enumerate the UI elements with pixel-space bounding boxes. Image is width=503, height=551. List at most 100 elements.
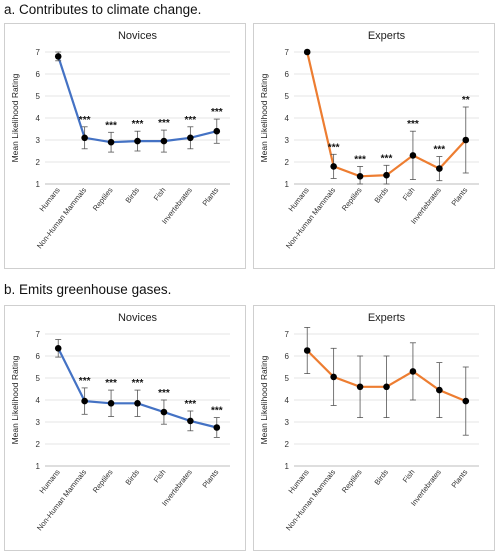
chart-title: Experts — [368, 312, 406, 324]
data-point — [81, 397, 88, 405]
data-point — [330, 373, 337, 381]
data-point — [107, 400, 115, 407]
x-tick-label: Plants — [200, 468, 220, 490]
y-axis-label: Mean Likelihood Rating — [259, 73, 269, 162]
chart-panel-a-experts: Experts Mean Likelihood Rating 1 2 3 4 5 6 7 Huma… — [253, 23, 495, 269]
data-point — [462, 136, 470, 144]
x-tick-label: Non-Human Mammals — [35, 468, 88, 533]
y-tick-label: 1 — [36, 462, 41, 471]
data-point — [107, 138, 115, 146]
x-tick-label: Plants — [200, 186, 220, 208]
significance-label: ** — [462, 95, 470, 106]
y-tick-label: 3 — [285, 418, 290, 427]
y-tick-label: 3 — [36, 136, 41, 145]
chart-b-novices: Novices Mean Likelihood Rating 1 2 3 4 5 6 7 Huma… — [10, 312, 230, 533]
data-point — [383, 171, 390, 179]
chart-panel-a-novices: Novices Mean Likelihood Rating 1 2 3 4 5 6 7 Huma… — [4, 23, 246, 269]
x-tick-label: Birds — [123, 185, 141, 204]
y-tick-label: 7 — [285, 48, 290, 57]
x-tick-label: Plants — [449, 468, 469, 490]
data-point — [436, 386, 443, 394]
data-point — [213, 424, 221, 431]
data-point — [383, 383, 390, 391]
x-tick-label: Reptiles — [91, 186, 115, 213]
y-tick-label: 6 — [36, 70, 41, 79]
y-tick-label: 2 — [285, 158, 290, 167]
y-tick-label: 4 — [36, 396, 41, 405]
chart-title: Novices — [118, 312, 158, 324]
data-point — [303, 48, 311, 56]
x-tick-label: Reptiles — [340, 468, 364, 495]
x-tick-label: Non-Human Mammals — [284, 468, 337, 533]
y-tick-label: 6 — [36, 352, 41, 361]
y-tick-label: 1 — [36, 180, 41, 189]
y-tick-label: 3 — [36, 418, 41, 427]
y-tick-label: 6 — [285, 70, 290, 79]
x-tick-label: Fish — [152, 468, 168, 485]
x-tick-label: Non-Human Mammals — [35, 186, 88, 251]
data-point — [54, 53, 62, 60]
data-point — [409, 152, 417, 159]
data-point — [134, 400, 141, 407]
x-tick-label: Fish — [401, 186, 417, 203]
significance-label: *** — [79, 115, 91, 126]
significance-label: *** — [211, 107, 223, 118]
significance-label: *** — [132, 378, 144, 389]
y-tick-label: 1 — [285, 180, 290, 189]
y-tick-label: 3 — [285, 136, 290, 145]
significance-label: *** — [354, 154, 366, 165]
data-point — [409, 368, 417, 375]
y-tick-label: 2 — [36, 440, 41, 449]
x-tick-label: Birds — [123, 467, 141, 486]
x-tick-label: Plants — [449, 186, 469, 208]
chart-a-experts: Experts Mean Likelihood Rating 1 2 3 4 5 6 7 Huma… — [259, 30, 479, 251]
y-tick-label: 7 — [36, 48, 41, 57]
data-point — [356, 173, 364, 180]
data-point — [462, 397, 470, 405]
y-axis-label: Mean Likelihood Rating — [10, 73, 20, 162]
chart-panel-b-novices: Novices Mean Likelihood Rating 1 2 3 4 5 6 7 Huma… — [4, 305, 246, 551]
x-tick-label: Humans — [286, 186, 310, 214]
y-axis-label: Mean Likelihood Rating — [10, 355, 20, 444]
data-point — [134, 137, 141, 145]
data-point — [160, 137, 168, 145]
x-tick-label: Birds — [372, 467, 390, 486]
data-point — [330, 163, 337, 170]
y-tick-label: 4 — [285, 114, 290, 123]
x-tick-label: Humans — [37, 468, 61, 496]
x-tick-label: Non-Human Mammals — [284, 186, 337, 251]
significance-label: *** — [434, 145, 446, 156]
data-point — [187, 134, 194, 142]
data-point — [356, 383, 364, 391]
y-tick-label: 7 — [285, 330, 290, 339]
data-point — [187, 417, 194, 425]
x-tick-label: Birds — [372, 185, 390, 204]
chart-title: Novices — [118, 30, 158, 42]
x-tick-label: Humans — [286, 468, 310, 496]
significance-label: *** — [407, 119, 419, 130]
y-tick-label: 4 — [285, 396, 290, 405]
significance-label: *** — [211, 406, 223, 417]
y-tick-label: 5 — [36, 92, 41, 101]
x-tick-label: Fish — [401, 468, 417, 485]
y-tick-label: 6 — [285, 352, 290, 361]
y-tick-label: 7 — [36, 330, 41, 339]
x-tick-label: Reptiles — [91, 468, 115, 495]
significance-label: *** — [105, 120, 117, 131]
significance-label: *** — [381, 153, 393, 164]
significance-label: *** — [328, 142, 340, 153]
y-tick-label: 5 — [285, 92, 290, 101]
data-point — [436, 165, 443, 172]
chart-a-novices: Novices Mean Likelihood Rating 1 2 3 4 5 6 7 Huma… — [10, 30, 230, 251]
x-tick-label: Reptiles — [340, 186, 364, 213]
y-tick-label: 2 — [36, 158, 41, 167]
chart-panel-b-experts: Experts Mean Likelihood Rating 1 2 3 4 5 6 7 Huma… — [253, 305, 495, 551]
significance-label: *** — [158, 118, 170, 129]
y-tick-label: 1 — [285, 462, 290, 471]
data-point — [213, 127, 221, 135]
y-axis-label: Mean Likelihood Rating — [259, 355, 269, 444]
significance-label: *** — [105, 378, 117, 389]
x-tick-label: Humans — [37, 186, 61, 214]
data-point — [303, 347, 311, 354]
section-a-title: a. Contributes to climate change. — [4, 2, 202, 17]
